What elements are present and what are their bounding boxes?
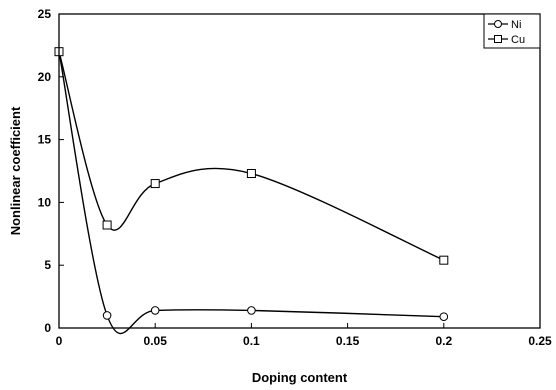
data-point-cu: [150, 179, 160, 189]
y-tick-label: 0: [44, 321, 51, 335]
x-tick-label: 0.1: [243, 334, 260, 348]
y-tick-label: 5: [44, 258, 51, 272]
y-axis-title: Nonlinear coefficient: [8, 106, 23, 235]
tick-marks: [58, 13, 541, 329]
x-tick-label: 0.05: [144, 334, 168, 348]
x-tick-label: 0: [56, 334, 63, 348]
data-point-ni: [102, 311, 112, 320]
x-tick-label: 0.2: [435, 334, 452, 348]
series-line-ni: [58, 51, 444, 335]
y-tick-label: 10: [38, 195, 52, 209]
y-tick-label: 25: [38, 7, 52, 21]
x-tick-label: 0.25: [528, 334, 552, 348]
legend: Ni Cu: [483, 13, 541, 49]
series-curves: [58, 51, 445, 335]
data-point-ni: [150, 306, 160, 315]
plot-frame: [58, 13, 541, 329]
data-point-cu: [102, 220, 112, 230]
y-tick-label: 20: [38, 70, 52, 84]
data-point-ni: [439, 312, 449, 321]
data-point-ni: [247, 306, 256, 315]
y-tick-label: 15: [38, 133, 52, 147]
x-axis-title: Doping content: [252, 370, 348, 385]
x-tick-label: 0.15: [336, 334, 360, 348]
legend-label-cu: Cu: [511, 34, 525, 46]
legend-label-ni: Ni: [511, 19, 521, 31]
data-point-cu: [439, 255, 449, 265]
legend-marker-ni: [494, 20, 502, 28]
series-markers: [54, 47, 449, 321]
data-point-cu: [246, 169, 256, 179]
series-line-cu: [58, 51, 445, 261]
legend-box: [483, 13, 541, 49]
tick-labels: 0 0.05 0.1 0.15 0.2 0.25 0 5 10 15 20 25: [38, 7, 552, 348]
legend-marker-cu: [494, 35, 502, 43]
